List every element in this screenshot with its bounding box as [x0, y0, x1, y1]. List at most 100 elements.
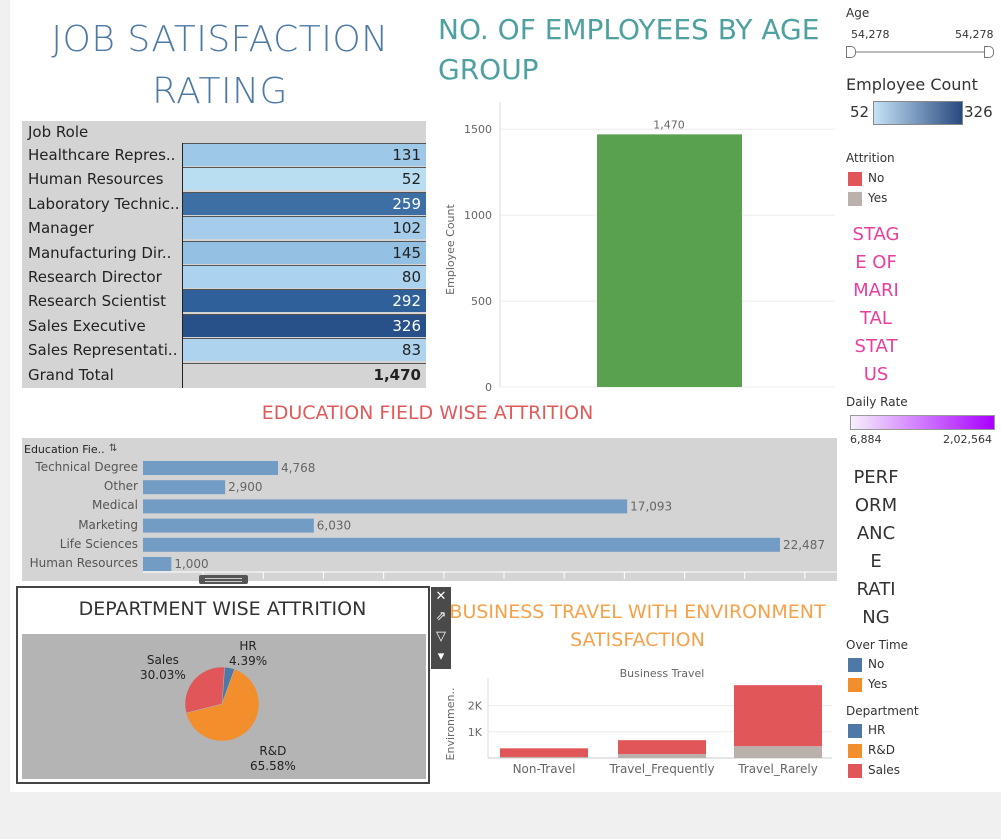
job-role-count: 145: [183, 240, 426, 264]
job-role-count: 80: [183, 265, 426, 288]
x-category-label: Travel_Rarely: [737, 762, 818, 776]
y-tick-label: 0: [485, 381, 492, 394]
age-min: 54,278: [851, 28, 890, 41]
y-tick-label: 2K: [468, 700, 483, 713]
education-field-header: Education Fie..: [24, 443, 105, 456]
legend-label: R&D: [868, 743, 895, 757]
table-divider: [182, 143, 183, 388]
daily-rate-gradient: [850, 415, 995, 430]
legend-item: R&D: [848, 743, 900, 763]
y-axis-label: Environmen..: [444, 688, 457, 761]
legend-swatch: [848, 171, 862, 186]
resize-handle[interactable]: [199, 575, 248, 584]
employee-count-legend-title: Employee Count: [846, 75, 978, 94]
business-travel-header: Business Travel: [620, 667, 705, 680]
bar-segment: [618, 754, 706, 758]
daily-rate-title: Daily Rate: [846, 395, 908, 409]
business-travel-chart[interactable]: Business Travel Environmen.. 1K 2K Non-Trave…: [440, 660, 835, 785]
legend-item: No: [848, 657, 887, 677]
legend-label: Yes: [868, 677, 888, 691]
education-category-label: Life Sciences: [59, 536, 138, 551]
close-icon[interactable]: ✕: [435, 589, 447, 604]
education-chart-title: EDUCATION FIELD WISE ATTRITION: [261, 402, 594, 424]
legend-label: HR: [868, 723, 886, 737]
employee-count-gradient: [873, 101, 963, 125]
department-pie-panel: Sales 30.03% HR 4.39% R&D 65.58%: [22, 634, 426, 779]
legend-swatch: [848, 657, 862, 672]
age-bar-chart[interactable]: 0 500 1000 1500 Employee Count 1,470: [440, 100, 840, 395]
pie-label-sales: Sales 30.03%: [140, 653, 186, 683]
bar-value-label: 1,000: [174, 557, 208, 571]
education-panel[interactable]: Education Fie.. ⇅ 4,768 2,900 17,093 6,030 2…: [22, 438, 837, 581]
legend-item: No: [848, 171, 887, 191]
marital-title-line: TAL: [860, 308, 892, 329]
bar-segment: [618, 740, 706, 755]
job-role-count: 326: [183, 313, 426, 337]
pie-slice: [185, 668, 260, 742]
pie-label-hr: HR 4.39%: [229, 639, 267, 669]
table-row: Laboratory Technic.. 259: [22, 191, 426, 216]
legend-item: Yes: [848, 191, 887, 211]
sort-icon[interactable]: ⇅: [109, 443, 118, 454]
daily-rate-min: 6,884: [850, 433, 882, 446]
bar: [143, 499, 628, 514]
bar-value-label: 22,487: [783, 538, 825, 552]
table-row: Research Scientist 292: [22, 289, 426, 313]
bar: [143, 557, 172, 571]
department-pie-chart[interactable]: [182, 664, 262, 744]
more-options-icon[interactable]: ▾: [437, 649, 445, 664]
age-chart-title: NO. OF EMPLOYEES BY AGE GROUP: [438, 13, 820, 86]
pie-slice: [184, 666, 225, 714]
legend-item: Sales: [848, 763, 900, 783]
attrition-legend: No Yes: [848, 171, 887, 211]
legend-item: Yes: [848, 677, 887, 697]
age-slider-handle-left[interactable]: [846, 46, 856, 58]
education-category-label: Other: [103, 479, 138, 494]
marital-status-title: STAG E OF MARI TAL STAT US: [846, 221, 906, 389]
age-slider-handle-right[interactable]: [984, 46, 994, 58]
job-role-header: Job Role: [28, 123, 89, 141]
performance-title-line: E: [870, 551, 882, 572]
bar: [143, 461, 279, 475]
age-slider-track[interactable]: [852, 51, 990, 53]
age-filter-title: Age: [846, 6, 870, 20]
bar: [597, 134, 742, 387]
legend-label: Sales: [868, 763, 900, 777]
employee-count-max: 326: [964, 103, 993, 121]
bar-segment: [734, 685, 822, 747]
table-row: Research Director 80: [22, 265, 426, 289]
performance-title-line: PERF: [853, 467, 899, 488]
performance-title-line: RATI: [856, 579, 896, 600]
table-row: Sales Representati.. 83: [22, 338, 426, 362]
pie-label-rd: R&D 65.58%: [250, 744, 296, 774]
filter-icon[interactable]: ▽: [436, 629, 446, 644]
y-tick-label: 500: [471, 295, 492, 308]
pie-label-rd-name: R&D: [259, 744, 287, 758]
bar-value-label: 6,030: [317, 519, 351, 533]
attrition-legend-title: Attrition: [846, 151, 895, 165]
age-max: 54,278: [955, 28, 994, 41]
legend-swatch: [848, 191, 862, 206]
grand-total-row: Grand Total 1,470: [22, 362, 426, 387]
education-category-label: Medical: [92, 498, 138, 513]
education-bar-chart[interactable]: 4,768 2,900 17,093 6,030 22,487 1,000: [22, 438, 837, 581]
marital-title-line: STAG: [852, 224, 900, 245]
bar: [143, 480, 226, 495]
performance-rating-title: PERF ORM ANC E RATI NG: [846, 464, 906, 632]
table-row: Human Resources 52: [22, 167, 426, 191]
job-role-label: Sales Executive: [28, 316, 146, 335]
job-role-table[interactable]: Job Role Healthcare Repres.. 131 Human Res…: [22, 121, 426, 388]
worksheet-toolbar: ✕ ⇗ ▽ ▾: [431, 587, 451, 669]
x-category-label: Non-Travel: [513, 762, 576, 776]
grand-total-label: Grand Total: [28, 365, 114, 384]
daily-rate-max: 2,02,564: [943, 433, 992, 446]
department-chart-title: DEPARTMENT WISE ATTRITION: [78, 598, 367, 620]
job-role-label: Healthcare Repres..: [28, 146, 176, 164]
bar: [143, 537, 780, 552]
pie-label-hr-pct: 4.39%: [229, 654, 268, 668]
marital-title-line: US: [863, 364, 889, 385]
open-external-icon[interactable]: ⇗: [435, 609, 447, 624]
performance-title-line: NG: [862, 607, 890, 628]
education-category-label: Human Resources: [29, 556, 138, 570]
legend-item: HR: [848, 723, 900, 743]
